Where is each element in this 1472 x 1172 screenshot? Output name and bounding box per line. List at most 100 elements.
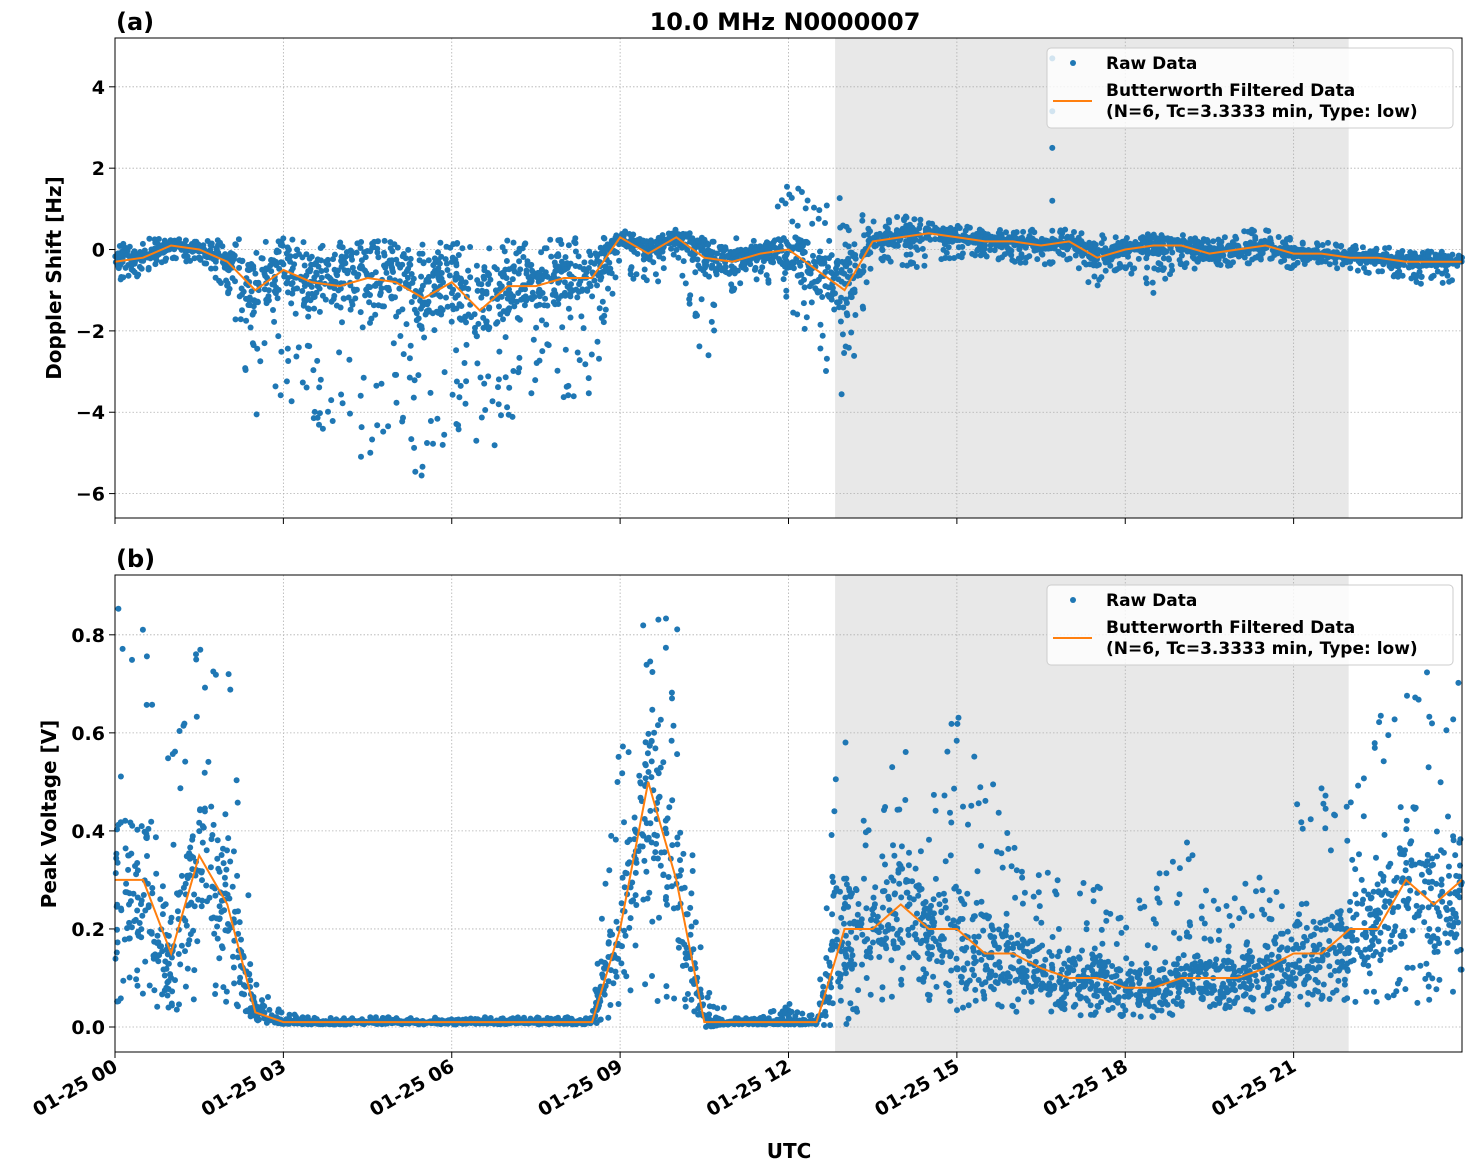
raw-data-point	[533, 302, 540, 309]
raw-data-point	[288, 300, 295, 307]
raw-data-point	[281, 273, 288, 280]
raw-data-point	[832, 290, 838, 297]
raw-data-point	[524, 258, 531, 265]
raw-data-point	[817, 345, 824, 352]
raw-data-point	[1224, 243, 1231, 250]
raw-data-point	[214, 935, 221, 942]
raw-data-point	[261, 340, 268, 347]
raw-data-point	[419, 282, 426, 289]
raw-data-point	[313, 271, 320, 278]
raw-data-point	[270, 307, 276, 313]
raw-data-point	[121, 936, 128, 943]
raw-data-point	[1429, 273, 1436, 280]
raw-data-point	[438, 270, 445, 276]
raw-data-point	[669, 797, 676, 804]
raw-data-point	[357, 309, 364, 316]
raw-data-point	[911, 216, 918, 223]
raw-data-point	[946, 230, 953, 237]
raw-data-point	[345, 267, 352, 274]
raw-data-point	[278, 259, 285, 266]
raw-data-point	[420, 259, 427, 266]
raw-data-point	[682, 996, 688, 1003]
raw-data-point	[544, 341, 551, 348]
raw-data-point	[314, 256, 321, 263]
raw-data-point	[249, 340, 256, 347]
raw-data-point	[655, 794, 662, 801]
raw-data-point	[491, 442, 498, 449]
x-axis-label: UTC	[767, 1139, 812, 1163]
raw-data-point	[684, 911, 691, 918]
raw-data-point	[337, 285, 344, 292]
raw-data-point	[647, 658, 654, 665]
raw-data-point	[394, 244, 401, 251]
raw-data-point	[283, 378, 290, 385]
raw-data-point	[486, 245, 493, 252]
raw-data-point	[653, 840, 660, 847]
raw-data-point	[639, 843, 646, 850]
raw-data-point	[182, 237, 189, 244]
raw-data-point	[358, 263, 365, 270]
raw-data-point	[516, 316, 523, 323]
raw-data-point	[688, 996, 695, 1003]
raw-data-point	[651, 729, 658, 736]
raw-data-point	[712, 266, 719, 272]
raw-data-point	[711, 302, 718, 309]
raw-data-point	[463, 378, 470, 385]
raw-data-point	[155, 236, 162, 242]
raw-data-point	[173, 1006, 180, 1013]
raw-data-point	[1225, 262, 1232, 269]
raw-data-point	[234, 799, 241, 806]
raw-data-point	[261, 286, 268, 293]
raw-data-point	[452, 256, 459, 263]
raw-data-point	[823, 355, 830, 362]
raw-data-point	[692, 269, 699, 276]
raw-data-point	[473, 333, 480, 340]
raw-data-point	[129, 822, 136, 829]
raw-data-point	[292, 310, 299, 317]
raw-data-point	[851, 352, 858, 359]
raw-data-point	[435, 265, 442, 272]
raw-data-point	[913, 264, 920, 270]
raw-data-point	[201, 769, 208, 776]
raw-data-point	[1049, 227, 1056, 234]
raw-data-point	[657, 716, 664, 723]
raw-data-point	[311, 408, 318, 415]
raw-data-point	[1414, 255, 1421, 261]
raw-data-point	[385, 284, 392, 291]
raw-data-point	[696, 244, 703, 251]
raw-data-point	[632, 869, 639, 876]
raw-data-point	[424, 440, 430, 446]
raw-data-point	[455, 426, 462, 433]
raw-data-point	[383, 269, 390, 276]
raw-data-point	[221, 907, 228, 914]
raw-data-point	[355, 271, 362, 278]
raw-data-point	[625, 860, 631, 867]
raw-data-point	[272, 383, 279, 390]
raw-data-point	[783, 287, 790, 294]
raw-data-point	[411, 306, 418, 313]
raw-data-point	[229, 275, 236, 282]
raw-data-point	[418, 323, 425, 330]
raw-data-point	[1454, 262, 1461, 269]
raw-data-point	[193, 656, 200, 663]
raw-data-point	[393, 399, 400, 406]
raw-data-point	[257, 358, 264, 365]
raw-data-point	[163, 965, 170, 972]
raw-data-point	[471, 311, 478, 318]
raw-data-point	[156, 952, 163, 959]
raw-data-point	[648, 774, 655, 781]
raw-data-point	[406, 374, 413, 381]
raw-data-point	[530, 336, 537, 343]
raw-data-point	[301, 300, 307, 307]
raw-data-point	[233, 1001, 240, 1008]
raw-data-point	[682, 1003, 689, 1010]
raw-data-point	[238, 990, 245, 997]
raw-data-point	[465, 267, 472, 274]
raw-data-point	[509, 264, 516, 271]
raw-data-point	[682, 280, 689, 287]
raw-data-point	[959, 250, 966, 257]
raw-data-point	[879, 257, 886, 264]
raw-data-point	[612, 836, 619, 843]
raw-data-point	[149, 890, 156, 897]
raw-data-point	[168, 914, 175, 921]
